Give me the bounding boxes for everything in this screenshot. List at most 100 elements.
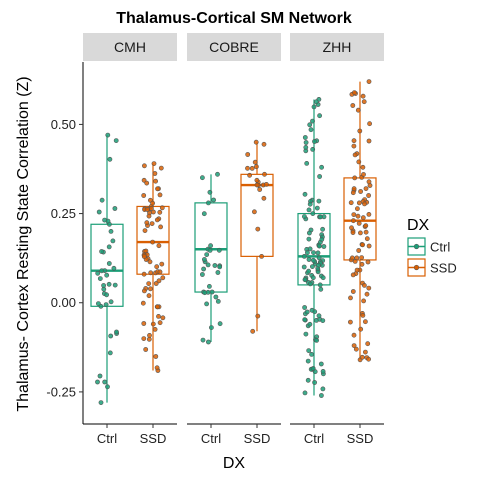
data-point xyxy=(263,181,269,187)
data-point xyxy=(366,211,372,217)
facet-panel-cmh: Ctrl SSD xyxy=(83,132,177,446)
facet-panels: Ctrl SSD Ctrl SSD Ctrl SSD xyxy=(83,79,384,446)
data-point xyxy=(216,247,222,253)
data-point xyxy=(208,243,213,249)
box-ssd xyxy=(136,161,170,373)
facet-strip-cmh xyxy=(83,33,177,61)
data-point xyxy=(303,140,309,145)
x-tick-label: Ctrl xyxy=(97,431,117,446)
data-point xyxy=(360,242,365,248)
data-point xyxy=(107,156,113,162)
data-point xyxy=(365,259,371,265)
data-point xyxy=(154,264,160,270)
data-point xyxy=(359,354,365,360)
data-point xyxy=(351,138,357,144)
data-point xyxy=(310,146,316,152)
x-tick-label: SSD xyxy=(347,431,374,446)
data-point xyxy=(318,393,324,398)
data-point xyxy=(206,283,212,289)
data-point xyxy=(363,223,369,229)
data-point xyxy=(106,261,112,266)
data-point xyxy=(350,218,356,224)
data-point xyxy=(110,238,116,244)
data-point xyxy=(311,250,316,255)
data-point xyxy=(114,329,119,335)
data-point xyxy=(303,144,309,150)
legend-entry-ssd: SSD xyxy=(407,258,457,277)
data-point xyxy=(360,93,366,99)
data-point xyxy=(141,321,147,326)
legend-label: SSD xyxy=(430,261,457,276)
data-point xyxy=(366,179,372,185)
box-ssd xyxy=(343,79,377,363)
data-point xyxy=(360,312,366,318)
data-point xyxy=(351,212,357,217)
data-point xyxy=(315,250,321,256)
data-point xyxy=(312,380,317,385)
data-point xyxy=(212,263,218,268)
data-point xyxy=(316,262,321,268)
data-point xyxy=(352,258,358,264)
data-point xyxy=(307,122,313,128)
data-point xyxy=(366,243,372,249)
data-point xyxy=(201,257,207,262)
data-point xyxy=(141,254,147,259)
data-point xyxy=(156,243,162,249)
data-point xyxy=(352,175,358,181)
data-point xyxy=(301,253,307,259)
data-point xyxy=(301,214,307,219)
data-point xyxy=(247,172,252,178)
data-point xyxy=(150,239,155,245)
data-point xyxy=(361,99,367,105)
legend-label: Ctrl xyxy=(430,240,450,255)
legend-key-point xyxy=(413,243,420,250)
data-point xyxy=(359,261,365,267)
data-point xyxy=(113,138,119,143)
data-point xyxy=(363,186,369,191)
data-point xyxy=(104,272,110,278)
data-point xyxy=(304,160,310,166)
data-point xyxy=(207,247,213,253)
data-point xyxy=(311,104,317,110)
data-point xyxy=(316,313,322,319)
data-point xyxy=(350,230,356,235)
data-point xyxy=(147,332,152,338)
data-point xyxy=(361,282,367,288)
data-point xyxy=(308,127,314,133)
data-point xyxy=(362,319,368,325)
data-point xyxy=(318,361,324,367)
data-point xyxy=(307,321,313,327)
data-point xyxy=(310,366,316,371)
data-point xyxy=(361,298,366,304)
x-tick-label: SSD xyxy=(140,431,167,446)
data-point xyxy=(305,358,311,364)
data-point xyxy=(199,272,205,277)
data-point xyxy=(154,365,160,371)
data-point xyxy=(350,272,356,278)
data-point xyxy=(251,209,257,215)
data-point xyxy=(107,350,113,356)
data-point xyxy=(356,220,362,226)
data-point xyxy=(262,171,267,177)
data-point xyxy=(245,152,251,157)
data-point xyxy=(144,220,150,226)
box-ssd xyxy=(240,139,274,334)
data-point xyxy=(112,282,118,288)
data-point xyxy=(201,211,207,217)
data-point xyxy=(253,139,259,145)
data-point xyxy=(96,301,101,306)
data-point xyxy=(366,193,371,198)
data-point xyxy=(307,281,313,287)
data-point xyxy=(106,244,112,250)
data-point xyxy=(305,377,311,383)
data-point xyxy=(99,197,105,203)
data-point xyxy=(309,264,315,269)
y-axis-title: Thalamus- Cortex Resting State Correlati… xyxy=(15,76,32,411)
data-point xyxy=(351,186,357,192)
data-point xyxy=(360,164,366,170)
data-point xyxy=(141,336,147,341)
data-point xyxy=(147,259,153,265)
data-point xyxy=(310,211,316,216)
data-point xyxy=(366,79,372,84)
